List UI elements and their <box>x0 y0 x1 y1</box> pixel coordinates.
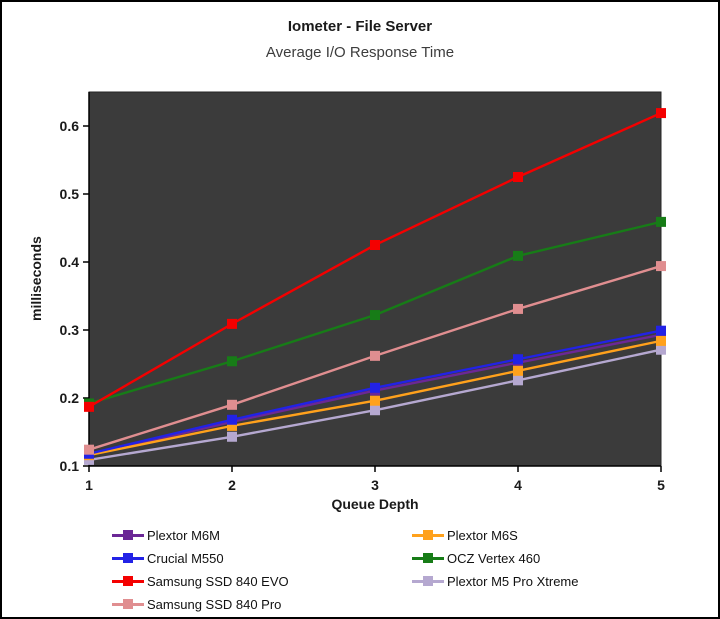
legend-item-crucial-m550: Crucial M550 <box>112 547 412 570</box>
data-point-marker-ocz-vertex-460 <box>370 310 380 321</box>
legend: Plextor M6M Plextor M6S Crucial M550 OCZ Ve… <box>112 524 712 616</box>
x-tick-label: 4 <box>514 477 522 493</box>
data-point-marker-plextor-m6s <box>370 395 380 406</box>
legend-swatch-icon <box>112 530 144 541</box>
data-point-marker-samsung-ssd-840-pro <box>84 444 94 455</box>
legend-label: OCZ Vertex 460 <box>447 551 541 566</box>
x-axis-title: Queue Depth <box>331 496 419 512</box>
y-tick-label: 0.3 <box>60 322 80 338</box>
legend-item-samsung-ssd-840-evo: Samsung SSD 840 EVO <box>112 570 412 593</box>
data-point-marker-ocz-vertex-460 <box>656 216 666 227</box>
data-point-marker-crucial-m550 <box>656 325 666 336</box>
legend-item-plextor-m5-pro-xtreme: Plextor M5 Pro Xtreme <box>412 570 712 593</box>
x-tick-label: 3 <box>371 477 379 493</box>
data-point-marker-samsung-ssd-840-pro <box>227 399 237 410</box>
data-point-marker-samsung-ssd-840-evo <box>656 108 666 119</box>
data-point-marker-crucial-m550 <box>513 354 523 365</box>
data-point-marker-crucial-m550 <box>227 414 237 425</box>
y-tick-label: 0.1 <box>60 458 80 474</box>
y-tick-label: 0.4 <box>60 254 80 270</box>
data-point-marker-samsung-ssd-840-evo <box>513 172 523 182</box>
legend-label: Samsung SSD 840 Pro <box>147 597 282 612</box>
legend-label: Samsung SSD 840 EVO <box>147 574 289 589</box>
legend-label: Plextor M5 Pro Xtreme <box>447 574 579 589</box>
data-point-marker-samsung-ssd-840-evo <box>370 240 380 250</box>
data-point-marker-plextor-m5-pro-xtreme <box>513 375 523 386</box>
data-point-marker-ocz-vertex-460 <box>227 356 237 367</box>
x-tick-label: 2 <box>228 477 236 493</box>
x-tick-label: 1 <box>85 477 93 493</box>
data-point-marker-samsung-ssd-840-evo <box>84 401 94 412</box>
data-point-marker-ocz-vertex-460 <box>513 250 523 261</box>
legend-label: Plextor M6M <box>147 528 220 543</box>
data-point-marker-plextor-m5-pro-xtreme <box>227 431 237 442</box>
data-point-marker-samsung-ssd-840-pro <box>513 303 523 314</box>
chart-subtitle: Average I/O Response Time <box>265 44 455 61</box>
y-tick-label: 0.6 <box>60 118 80 134</box>
legend-label: Plextor M6S <box>447 528 518 543</box>
legend-item-plextor-m6m: Plextor M6M <box>112 524 412 547</box>
data-point-marker-plextor-m5-pro-xtreme <box>656 344 666 355</box>
legend-swatch-icon <box>112 576 144 587</box>
data-point-marker-plextor-m6s <box>513 365 523 376</box>
data-point-marker-samsung-ssd-840-pro <box>370 350 380 361</box>
data-point-marker-plextor-m6s <box>227 420 237 431</box>
y-tick-label: 0.2 <box>60 390 80 406</box>
data-point-marker-plextor-m6s <box>656 335 666 346</box>
legend-item-plextor-m6s: Plextor M6S <box>412 524 712 547</box>
legend-swatch-icon <box>112 553 144 564</box>
legend-swatch-icon <box>412 576 444 587</box>
x-tick-label: 5 <box>657 477 665 493</box>
legend-swatch-icon <box>412 530 444 541</box>
chart-title: Iometer - File Server <box>287 18 433 35</box>
legend-swatch-icon <box>412 553 444 564</box>
data-point-marker-samsung-ssd-840-evo <box>227 318 237 329</box>
y-tick-label: 0.5 <box>60 186 80 202</box>
legend-item-ocz-vertex-460: OCZ Vertex 460 <box>412 547 712 570</box>
legend-label: Crucial M550 <box>147 551 224 566</box>
y-axis-title: milliseconds <box>28 236 44 322</box>
data-point-marker-crucial-m550 <box>370 382 380 393</box>
legend-item-samsung-ssd-840-pro: Samsung SSD 840 Pro <box>112 593 412 616</box>
data-point-marker-samsung-ssd-840-pro <box>656 261 666 272</box>
legend-swatch-icon <box>112 599 144 610</box>
data-point-marker-plextor-m5-pro-xtreme <box>370 405 380 416</box>
